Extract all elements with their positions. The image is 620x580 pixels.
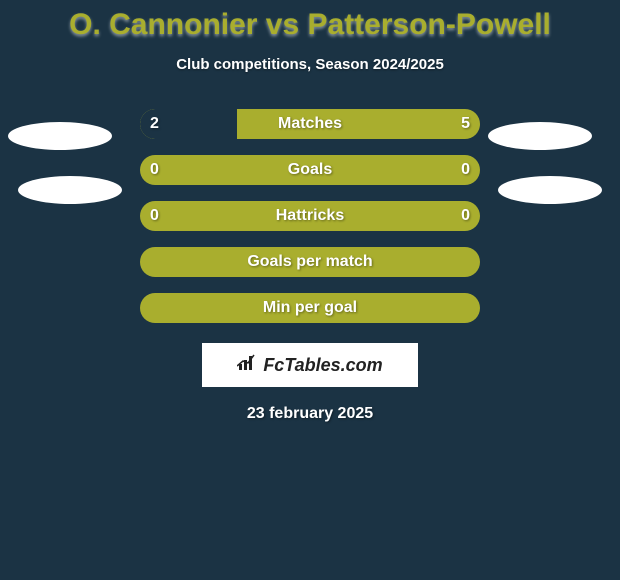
subtitle: Club competitions, Season 2024/2025 [0, 56, 620, 73]
stat-value-right: 5 [461, 109, 470, 139]
stat-label: Matches [140, 109, 480, 139]
date-text: 23 february 2025 [0, 405, 620, 423]
stat-row: Goals0 0 [0, 147, 620, 193]
bar-track: Min per goal [140, 293, 480, 323]
stat-label: Goals per match [140, 247, 480, 277]
stat-row: Min per goal [0, 285, 620, 331]
stat-label: Goals [140, 155, 480, 185]
comparison-chart: O. Cannonier vs Patterson-Powell Club co… [0, 0, 620, 580]
stat-row: Matches2 5 [0, 101, 620, 147]
bar-chart-icon [237, 354, 259, 377]
stat-row: Hattricks0 0 [0, 193, 620, 239]
stat-value-left: 0 [150, 201, 159, 231]
stat-rows: Matches25Goals00Hattricks00Goals per mat… [0, 101, 620, 331]
bar-track: Goals0 0 [140, 155, 480, 185]
page-title: O. Cannonier vs Patterson-Powell [0, 0, 620, 42]
bar-track: Goals per match [140, 247, 480, 277]
stat-row: Goals per match [0, 239, 620, 285]
logo-text: FcTables.com [263, 355, 382, 376]
stat-label: Hattricks [140, 201, 480, 231]
stat-value-left: 0 [150, 155, 159, 185]
stat-value-right: 0 [461, 155, 470, 185]
logo-box: FcTables.com [202, 343, 418, 387]
stat-label: Min per goal [140, 293, 480, 323]
bar-track: Hattricks0 0 [140, 201, 480, 231]
stat-value-right: 0 [461, 201, 470, 231]
bar-track: Matches2 5 [140, 109, 480, 139]
stat-value-left: 2 [150, 109, 159, 139]
